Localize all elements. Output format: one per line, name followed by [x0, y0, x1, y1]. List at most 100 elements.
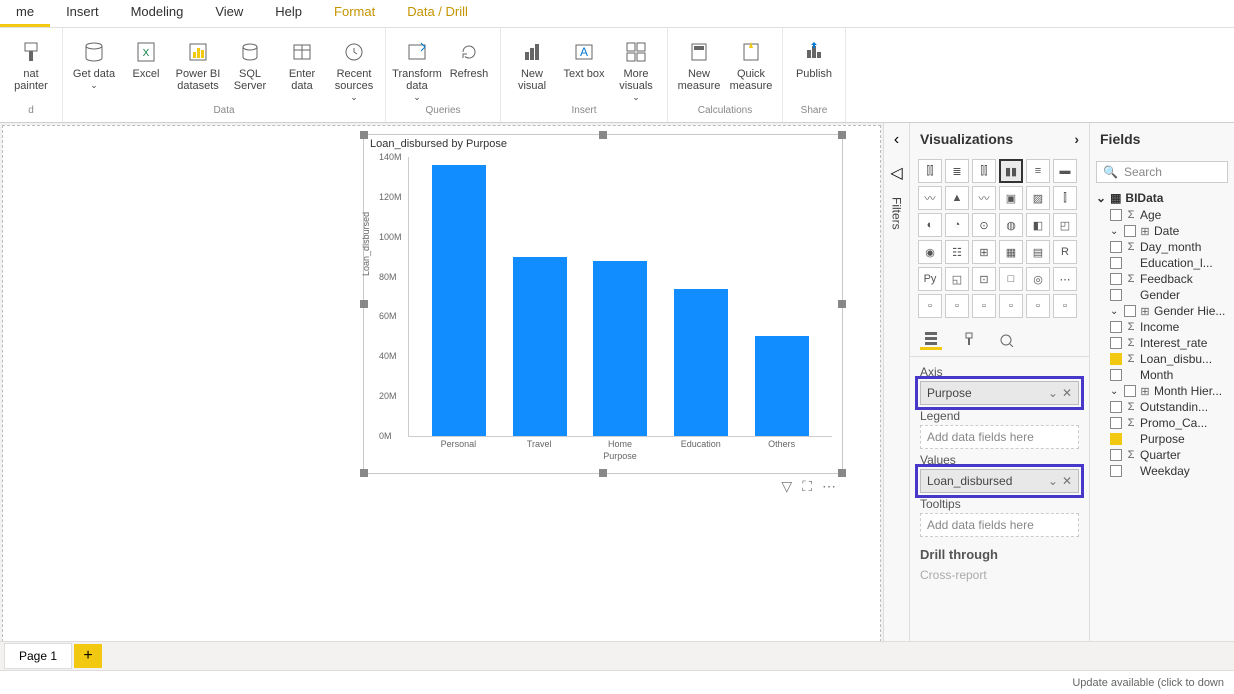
viz-type-icon[interactable]: ◉ — [918, 240, 942, 264]
refresh-button[interactable]: Refresh — [446, 36, 492, 80]
remove-icon[interactable]: ✕ — [1062, 386, 1072, 400]
field-checkbox[interactable] — [1110, 241, 1122, 253]
filters-pane-collapsed[interactable]: ‹ ◁ Filters — [883, 123, 909, 669]
resize-handle[interactable] — [360, 469, 368, 477]
publish-button[interactable]: Publish — [791, 36, 837, 80]
field-item[interactable]: ΣIncome — [1096, 319, 1228, 335]
viz-type-icon[interactable]: ⊞ — [972, 240, 996, 264]
tab-view[interactable]: View — [199, 0, 259, 27]
viz-type-icon[interactable]: ▫ — [999, 294, 1023, 318]
add-page-button[interactable]: + — [74, 644, 102, 668]
tab-format[interactable]: Format — [318, 0, 391, 27]
viz-type-icon[interactable]: ▮▮ — [999, 159, 1023, 183]
legend-field-slot[interactable]: Add data fields here — [920, 425, 1079, 449]
viz-type-icon[interactable]: ▣ — [999, 186, 1023, 210]
remove-icon[interactable]: ✕ — [1062, 474, 1072, 488]
viz-type-icon[interactable]: ▦ — [999, 240, 1023, 264]
field-checkbox[interactable] — [1124, 225, 1136, 237]
viz-type-icon[interactable]: ▫ — [1026, 294, 1050, 318]
viz-type-icon[interactable]: ▫ — [918, 294, 942, 318]
chart-bar[interactable] — [513, 257, 567, 436]
viz-type-icon[interactable]: ⊡ — [972, 267, 996, 291]
fields-search-input[interactable]: 🔍Search — [1096, 161, 1228, 183]
field-checkbox[interactable] — [1124, 385, 1136, 397]
field-item[interactable]: ΣDay_month — [1096, 239, 1228, 255]
viz-type-icon[interactable]: ≡ — [1026, 159, 1050, 183]
field-item[interactable]: ΣFeedback — [1096, 271, 1228, 287]
viz-type-icon[interactable]: Py — [918, 267, 942, 291]
viz-type-icon[interactable]: ◧ — [1026, 213, 1050, 237]
text-box-button[interactable]: AText box — [561, 36, 607, 80]
field-checkbox[interactable] — [1110, 273, 1122, 285]
field-item[interactable]: Gender — [1096, 287, 1228, 303]
tab-data-drill[interactable]: Data / Drill — [391, 0, 484, 27]
resize-handle[interactable] — [838, 131, 846, 139]
bar-chart-visual[interactable]: Loan_disbursed by Purpose Loan_disbursed… — [363, 134, 843, 474]
field-item[interactable]: ⌄⊞Date — [1096, 223, 1228, 239]
field-checkbox[interactable] — [1124, 305, 1136, 317]
excel-button[interactable]: XExcel — [123, 36, 169, 80]
values-field-slot[interactable]: Loan_disbursed⌄✕ — [920, 469, 1079, 493]
viz-type-icon[interactable]: ⫿ — [1053, 186, 1077, 210]
field-item[interactable]: ΣLoan_disbu... — [1096, 351, 1228, 367]
viz-type-icon[interactable]: ☷ — [945, 240, 969, 264]
chart-bar[interactable] — [593, 261, 647, 436]
analytics-tab[interactable] — [996, 328, 1018, 350]
resize-handle[interactable] — [599, 131, 607, 139]
page-tab[interactable]: Page 1 — [4, 643, 72, 669]
transform-data-button[interactable]: Transform data⌄ — [394, 36, 440, 103]
field-checkbox[interactable] — [1110, 209, 1122, 221]
field-checkbox[interactable] — [1110, 369, 1122, 381]
field-checkbox[interactable] — [1110, 465, 1122, 477]
field-item[interactable]: ΣPromo_Ca... — [1096, 415, 1228, 431]
update-available-link[interactable]: Update available (click to down — [1072, 677, 1224, 689]
field-item[interactable]: ΣOutstandin... — [1096, 399, 1228, 415]
pbi-datasets-button[interactable]: Power BI datasets — [175, 36, 221, 92]
field-checkbox[interactable] — [1110, 417, 1122, 429]
viz-type-icon[interactable]: ≣ — [945, 159, 969, 183]
format-painter-button[interactable]: nat painter — [8, 36, 54, 92]
chevron-down-icon[interactable]: ⌄ — [1048, 386, 1058, 400]
field-item[interactable]: ⌄⊞Gender Hie... — [1096, 303, 1228, 319]
viz-type-icon[interactable]: ◍ — [999, 213, 1023, 237]
viz-type-icon[interactable]: ▲ — [945, 186, 969, 210]
viz-type-icon[interactable]: ◐ — [918, 213, 942, 237]
field-checkbox[interactable] — [1110, 353, 1122, 365]
chevron-right-icon[interactable]: › — [1074, 131, 1079, 147]
field-item[interactable]: ΣAge — [1096, 207, 1228, 223]
viz-type-icon[interactable]: 〰 — [972, 186, 996, 210]
viz-type-icon[interactable]: ▨ — [1026, 186, 1050, 210]
tab-insert[interactable]: Insert — [50, 0, 115, 27]
recent-sources-button[interactable]: Recent sources⌄ — [331, 36, 377, 103]
chart-bar[interactable] — [755, 336, 809, 436]
tooltips-field-slot[interactable]: Add data fields here — [920, 513, 1079, 537]
field-item[interactable]: ΣInterest_rate — [1096, 335, 1228, 351]
field-checkbox[interactable] — [1110, 257, 1122, 269]
resize-handle[interactable] — [838, 469, 846, 477]
more-options-icon[interactable]: ⋯ — [822, 478, 836, 495]
field-item[interactable]: Education_l... — [1096, 255, 1228, 271]
more-visuals-button[interactable]: More visuals⌄ — [613, 36, 659, 103]
resize-handle[interactable] — [360, 131, 368, 139]
field-item[interactable]: ΣQuarter — [1096, 447, 1228, 463]
field-item[interactable]: Purpose — [1096, 431, 1228, 447]
viz-type-icon[interactable]: ⫿⫿ — [972, 159, 996, 183]
chart-bar[interactable] — [432, 165, 486, 436]
viz-type-icon[interactable]: ▤ — [1026, 240, 1050, 264]
new-visual-button[interactable]: New visual — [509, 36, 555, 92]
field-item[interactable]: ⌄⊞Month Hier... — [1096, 383, 1228, 399]
tab-home[interactable]: me — [0, 0, 50, 27]
sql-server-button[interactable]: SQL Server — [227, 36, 273, 92]
focus-mode-icon[interactable]: ⛶ — [802, 478, 812, 495]
viz-type-icon[interactable]: ◰ — [1053, 213, 1077, 237]
field-checkbox[interactable] — [1110, 449, 1122, 461]
chart-bar[interactable] — [674, 289, 728, 436]
resize-handle[interactable] — [599, 469, 607, 477]
format-tab[interactable] — [958, 328, 980, 350]
axis-field-slot[interactable]: Purpose⌄✕ — [920, 381, 1079, 405]
viz-type-icon[interactable]: ◔ — [945, 213, 969, 237]
viz-type-icon[interactable]: ▫ — [1053, 294, 1077, 318]
enter-data-button[interactable]: Enter data — [279, 36, 325, 92]
viz-type-icon[interactable]: ⋯ — [1053, 267, 1077, 291]
field-checkbox[interactable] — [1110, 321, 1122, 333]
